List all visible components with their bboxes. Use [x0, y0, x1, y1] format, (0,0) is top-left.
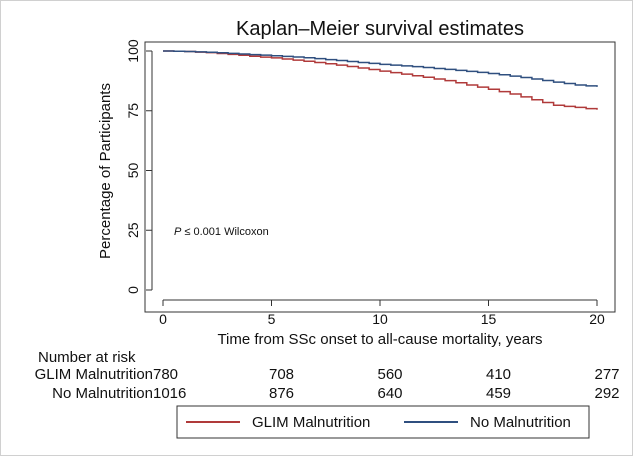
x-tick-label: 20	[589, 311, 605, 327]
risk-count: 277	[594, 366, 619, 383]
risk-count: 640	[377, 385, 402, 402]
x-tick-label: 0	[159, 311, 167, 327]
risk-count: 1016	[153, 385, 186, 402]
x-axis-label: Time from SSc onset to all-cause mortali…	[217, 331, 542, 348]
risk-count: 410	[486, 366, 511, 383]
legend-label: No Malnutrition	[470, 414, 571, 431]
risk-count: 780	[153, 366, 178, 383]
plot-frame	[144, 41, 616, 313]
legend-box	[176, 405, 590, 439]
risk-row-label: GLIM Malnutrition	[35, 366, 153, 383]
y-ticks: 0 25 50 75 100	[125, 39, 152, 294]
p-value-annotation: P ≤ 0.001 Wilcoxon	[174, 226, 269, 238]
y-axis-label: Percentage of Participants	[97, 83, 114, 259]
survival-curve-no-malnutrition	[163, 50, 598, 87]
risk-count: 708	[269, 366, 294, 383]
risk-row-label: No Malnutrition	[52, 385, 153, 402]
p-value-text: ≤ 0.001 Wilcoxon	[181, 226, 268, 238]
p-symbol: P	[174, 226, 182, 238]
legend-label: GLIM Malnutrition	[252, 414, 370, 431]
risk-count: 560	[377, 366, 402, 383]
y-tick-label: 50	[125, 163, 141, 179]
risk-count: 292	[594, 385, 619, 402]
legend: GLIM Malnutrition No Malnutrition	[186, 414, 571, 431]
survival-curves	[163, 50, 598, 110]
x-tick-label: 10	[372, 311, 388, 327]
y-tick-label: 75	[125, 103, 141, 119]
y-tick-label: 25	[125, 222, 141, 238]
risk-table: GLIM Malnutrition 780 708 560 410 277 No Malnu…	[35, 366, 620, 402]
risk-count: 459	[486, 385, 511, 402]
risk-table-heading: Number at risk	[38, 349, 136, 366]
x-tick-label: 15	[481, 311, 497, 327]
y-tick-label: 100	[125, 39, 141, 63]
risk-count: 876	[269, 385, 294, 402]
x-tick-label: 5	[268, 311, 276, 327]
chart-title: Kaplan–Meier survival estimates	[236, 18, 524, 40]
x-ticks: 0 5 10 15 20	[159, 300, 605, 327]
y-tick-label: 0	[125, 286, 141, 294]
